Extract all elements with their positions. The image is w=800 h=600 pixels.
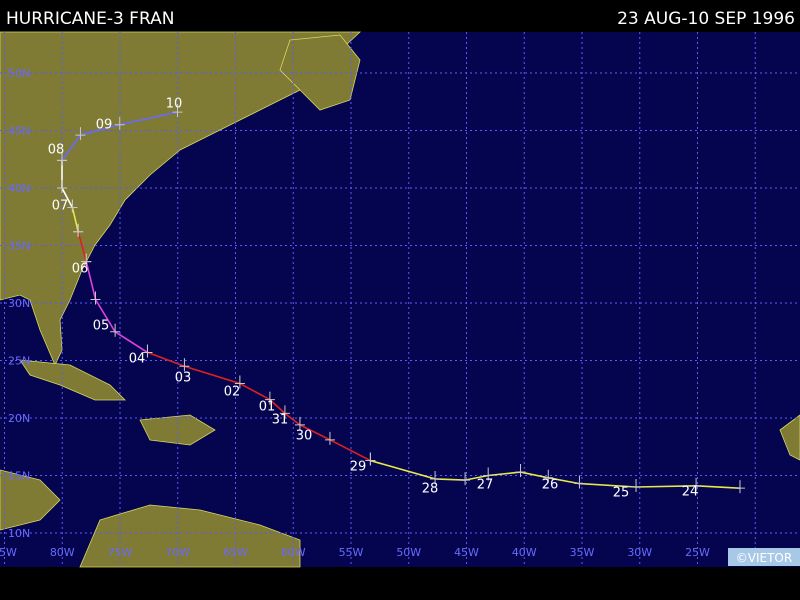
lon-label: 80W <box>50 546 75 559</box>
date-label: 05 <box>93 319 110 334</box>
track-tick <box>234 375 245 389</box>
track-tick <box>324 431 335 445</box>
lon-label: 25W <box>685 546 710 559</box>
date-label: 28 <box>422 482 439 497</box>
track-tick <box>179 358 190 372</box>
lon-label: 70W <box>165 546 190 559</box>
track-tick <box>81 253 92 267</box>
date-label: 24 <box>682 485 699 500</box>
lon-label: 45W <box>454 546 479 559</box>
track-segment <box>85 261 148 354</box>
track-tick <box>73 223 84 237</box>
track-segment <box>71 207 79 232</box>
track-tick <box>67 199 78 213</box>
track-tick <box>114 116 125 130</box>
date-label: 25 <box>613 486 630 501</box>
credit-box <box>728 548 800 566</box>
date-label: 07 <box>52 199 69 214</box>
track-tick <box>57 152 67 166</box>
lat-label: 35N <box>8 240 30 253</box>
track-tick <box>110 323 121 337</box>
lat-label: 50N <box>8 67 30 80</box>
track-tick <box>90 291 101 305</box>
track-segment <box>77 231 88 262</box>
track-segment <box>61 111 178 161</box>
track-tick <box>57 180 67 193</box>
track-tick <box>430 470 441 484</box>
land <box>0 31 800 568</box>
credit: ©VIETOR <box>736 551 792 565</box>
date-label: 31 <box>272 413 289 428</box>
lon-label: 50W <box>396 546 421 559</box>
date-label: 03 <box>175 371 192 386</box>
lon-label: 35W <box>570 546 595 559</box>
track-tick <box>142 344 153 358</box>
date-label: 27 <box>477 478 494 493</box>
track-tick <box>631 479 642 492</box>
dates: 23 AUG-10 SEP 1996 <box>617 9 795 29</box>
lon-label: 60W <box>281 546 306 559</box>
lat-label: 30N <box>8 297 30 310</box>
lon-label: 30W <box>627 546 652 559</box>
track-tick <box>172 104 183 118</box>
track-tick <box>515 464 526 478</box>
date-label: 08 <box>48 143 65 158</box>
track-tick <box>279 405 290 419</box>
lon-label: 75W <box>108 546 133 559</box>
date-label: 09 <box>96 118 113 133</box>
track-tick <box>460 472 471 486</box>
track-tick <box>543 469 554 483</box>
lon-label: 85W <box>0 546 17 559</box>
track-tick <box>483 467 494 481</box>
title: HURRICANE-3 FRAN <box>6 9 174 29</box>
track-tick <box>734 480 745 494</box>
date-label: 10 <box>166 97 183 112</box>
date-label: 26 <box>542 478 559 493</box>
track-segment <box>147 351 371 462</box>
date-label: 02 <box>224 385 241 400</box>
lon-label: 40W <box>512 546 537 559</box>
track-tick <box>691 477 702 491</box>
lat-label: 25N <box>8 355 30 368</box>
track-segment <box>370 459 741 489</box>
lat-label: 20N <box>8 412 30 425</box>
lat-label: 10N <box>8 527 30 540</box>
date-label: 30 <box>296 429 313 444</box>
track-tick <box>75 127 86 141</box>
track <box>57 104 745 494</box>
date-label: 01 <box>259 400 276 415</box>
track-tick <box>294 416 305 430</box>
track-tick <box>574 475 585 489</box>
lat-label: 15N <box>8 470 30 483</box>
date-label: 29 <box>350 460 367 475</box>
date-label: 06 <box>72 262 89 277</box>
track-tick <box>365 452 376 466</box>
date-label: 04 <box>129 352 146 367</box>
lat-label: 40N <box>8 182 30 195</box>
lat-label: 45N <box>8 125 30 138</box>
lon-label: 65W <box>223 546 248 559</box>
lon-label: 55W <box>339 546 364 559</box>
track-tick <box>264 391 275 405</box>
grid: 50N 45N 40N 35N 30N 25N 20N 15N 10N 85W 80W 75W 70W 6… <box>0 32 800 567</box>
